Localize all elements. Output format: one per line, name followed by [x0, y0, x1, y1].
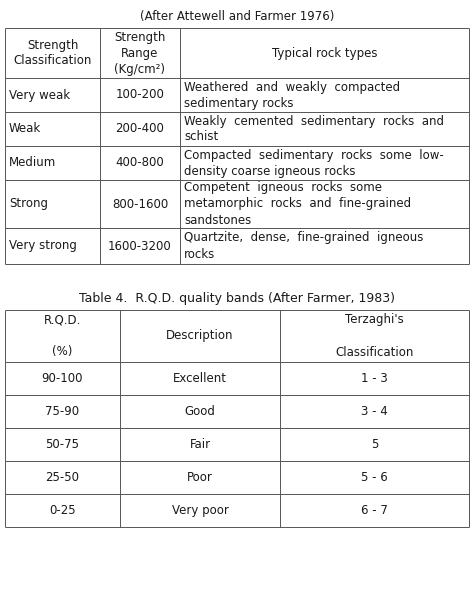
Text: 3 - 4: 3 - 4: [361, 405, 388, 418]
Text: 1 - 3: 1 - 3: [361, 372, 388, 385]
Text: Weathered  and  weakly  compacted
sedimentary rocks: Weathered and weakly compacted sedimenta…: [184, 81, 400, 109]
Text: Excellent: Excellent: [173, 372, 227, 385]
Text: Strength
Classification: Strength Classification: [13, 38, 91, 67]
Text: Terzaghi's

Classification: Terzaghi's Classification: [335, 313, 414, 359]
Text: 25-50: 25-50: [46, 471, 80, 484]
Text: Quartzite,  dense,  fine-grained  igneous
rocks: Quartzite, dense, fine-grained igneous r…: [184, 231, 423, 260]
Text: 400-800: 400-800: [116, 157, 164, 169]
Text: R.Q.D.

(%): R.Q.D. (%): [44, 313, 81, 359]
Text: 5 - 6: 5 - 6: [361, 471, 388, 484]
Text: 75-90: 75-90: [46, 405, 80, 418]
Text: Table 4.  R.Q.D. quality bands (After Farmer, 1983): Table 4. R.Q.D. quality bands (After Far…: [79, 292, 395, 305]
Text: Strong: Strong: [9, 197, 48, 211]
Text: 50-75: 50-75: [46, 438, 80, 451]
Text: Very weak: Very weak: [9, 89, 70, 101]
Text: Typical rock types: Typical rock types: [272, 47, 377, 59]
Text: (After Attewell and Farmer 1976): (After Attewell and Farmer 1976): [140, 10, 334, 23]
Text: 6 - 7: 6 - 7: [361, 504, 388, 517]
Text: Very poor: Very poor: [172, 504, 228, 517]
Text: 800-1600: 800-1600: [112, 197, 168, 211]
Text: Fair: Fair: [190, 438, 210, 451]
Text: Weakly  cemented  sedimentary  rocks  and
schist: Weakly cemented sedimentary rocks and sc…: [184, 115, 444, 143]
Text: Description: Description: [166, 330, 234, 342]
Text: Competent  igneous  rocks  some
metamorphic  rocks  and  fine-grained
sandstones: Competent igneous rocks some metamorphic…: [184, 181, 411, 226]
Text: Weak: Weak: [9, 123, 41, 135]
Text: Compacted  sedimentary  rocks  some  low-
density coarse igneous rocks: Compacted sedimentary rocks some low- de…: [184, 149, 444, 177]
Text: Very strong: Very strong: [9, 240, 77, 253]
Text: 0-25: 0-25: [49, 504, 76, 517]
Text: 90-100: 90-100: [42, 372, 83, 385]
Text: 1600-3200: 1600-3200: [108, 240, 172, 253]
Text: Poor: Poor: [187, 471, 213, 484]
Text: 5: 5: [371, 438, 378, 451]
Text: 200-400: 200-400: [116, 123, 164, 135]
Text: Strength
Range
(Kg/cm²): Strength Range (Kg/cm²): [114, 30, 166, 75]
Text: 100-200: 100-200: [116, 89, 164, 101]
Text: Medium: Medium: [9, 157, 56, 169]
Text: Good: Good: [184, 405, 216, 418]
